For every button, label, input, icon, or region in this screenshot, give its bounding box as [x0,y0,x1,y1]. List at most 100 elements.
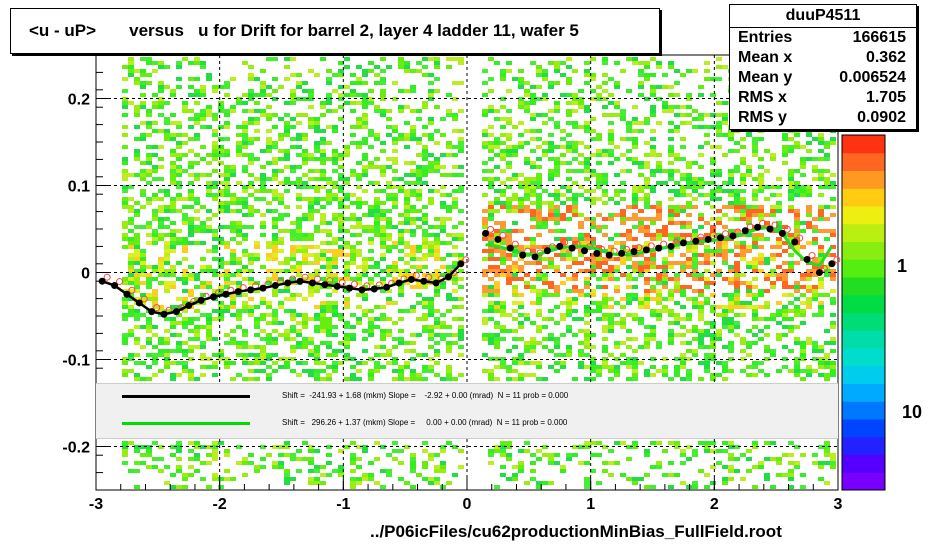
red-marker-26 [425,273,433,281]
red-marker-4 [153,304,161,312]
red-marker-54 [783,225,791,233]
stats-box: duuP4511 Entries 166615 Mean x 0.362 Mean … [729,4,917,130]
black-marker-3 [135,299,143,307]
red-marker-31 [499,231,507,239]
palette-cell-13 [842,241,885,260]
stats-row-mean-y: Mean y 0.006524 [738,69,906,86]
y-tick-label-0: -0.2 [62,440,90,457]
palette-label-10: 10 [902,402,922,422]
black-marker-28 [444,273,452,281]
palette-cell-7 [842,348,885,367]
black-marker-56 [803,255,811,263]
stats-name: duuP4511 [730,5,916,28]
red-marker-17 [313,275,321,283]
palette-cell-5 [842,383,885,402]
y-tick-label-2: 0 [81,266,90,283]
red-marker-3 [140,295,148,303]
red-marker-51 [746,223,754,231]
x-tick-label-3: 0 [463,496,472,513]
black-marker-40 [605,251,613,259]
x-tick-label-5: 2 [710,496,719,513]
stats-row-mean-x: Mean x 0.362 [738,49,906,66]
black-marker-14 [271,282,279,290]
red-marker-36 [561,238,569,246]
palette-cell-14 [842,223,885,242]
palette-label-1: 1 [897,256,907,276]
red-marker-52 [759,219,767,227]
black-marker-38 [580,247,588,255]
red-marker-49 [722,230,730,238]
black-marker-32 [506,244,514,252]
palette-cell-0 [842,472,885,491]
red-marker-53 [771,221,779,229]
black-marker-50 [729,232,737,240]
red-marker-32 [511,240,519,248]
palette-cell-1 [842,454,885,473]
red-marker-1 [116,278,124,286]
palette-cell-19 [842,135,885,154]
black-marker-10 [222,290,230,298]
stats-row-entries: Entries 166615 [738,29,906,46]
red-marker-48 [709,231,717,239]
footer-filename: ../P06icFiles/cu62productionMinBias_Full… [370,522,782,541]
legend-line-black [122,395,250,398]
black-marker-52 [754,223,762,231]
palette-cell-17 [842,170,885,189]
black-marker-26 [420,277,428,285]
black-marker-18 [321,281,329,289]
x-tick-label-6: 3 [834,496,843,513]
x-tick-label-2: -1 [336,496,350,513]
legend-text-green: Shift = 296.26 + 1.37 (mkm) Slope = 0.00… [282,418,568,427]
black-marker-33 [519,251,527,259]
palette-cell-12 [842,259,885,278]
red-marker-30 [487,225,495,233]
black-marker-45 [667,242,675,250]
black-marker-57 [815,269,823,276]
red-marker-2 [128,286,136,294]
heatmap-cells [122,57,836,489]
red-marker-58 [833,256,841,264]
palette-cell-18 [842,152,885,171]
y-tick-label-4: 0.2 [68,92,90,109]
black-marker-21 [358,286,366,294]
stats-row-rms-x: RMS x 1.705 [738,89,906,106]
black-marker-35 [543,247,551,255]
black-marker-58 [828,260,836,268]
red-marker-29 [462,256,470,264]
black-marker-49 [717,234,725,242]
black-marker-48 [704,235,712,243]
x-tick-label-1: -2 [213,496,227,513]
stats-row-rms-y: RMS y 0.0902 [738,109,906,126]
red-marker-55 [796,234,804,242]
y-tick-label-1: -0.1 [62,353,90,370]
red-marker-43 [647,242,655,250]
red-marker-57 [820,265,828,272]
black-marker-8 [197,296,205,304]
x-tick-label-0: -3 [89,496,103,513]
x-tick-label-4: 1 [586,496,595,513]
black-marker-19 [333,282,341,290]
black-marker-5 [160,310,168,318]
black-marker-24 [395,279,403,287]
black-marker-29 [457,260,465,268]
red-marker-42 [635,244,643,252]
black-marker-54 [778,229,786,237]
black-marker-1 [111,282,119,290]
black-marker-37 [568,244,576,252]
black-marker-53 [766,225,774,233]
black-marker-16 [296,277,304,285]
black-marker-11 [234,288,242,296]
black-marker-55 [791,238,799,246]
black-marker-12 [247,286,255,294]
red-marker-56 [808,251,816,259]
black-marker-47 [692,237,700,245]
black-marker-25 [407,275,415,283]
black-marker-6 [172,308,180,316]
red-marker-20 [351,280,359,288]
black-marker-30 [482,229,490,237]
red-marker-47 [697,233,705,241]
y-tick-label-3: 0.1 [68,179,90,196]
palette-frame [841,134,886,491]
black-marker-22 [370,285,378,293]
palette-cell-2 [842,436,885,455]
